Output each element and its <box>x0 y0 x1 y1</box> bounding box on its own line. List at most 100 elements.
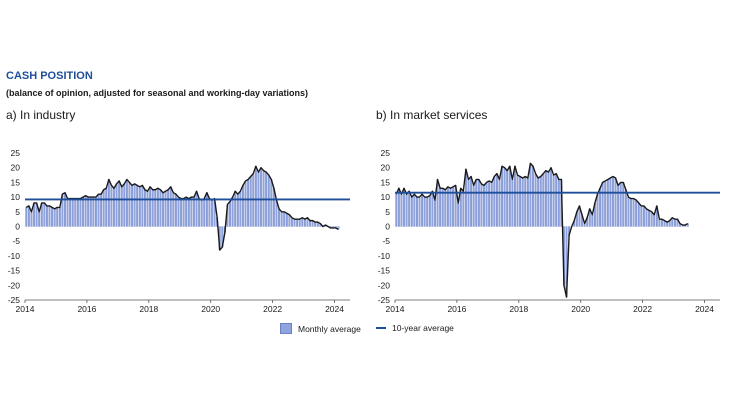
bar <box>167 189 170 227</box>
bar <box>477 179 480 227</box>
bar <box>120 186 123 227</box>
bar <box>288 214 291 227</box>
legend-average-label: 10-year average <box>392 323 454 333</box>
bar <box>444 189 447 227</box>
bar <box>79 198 82 227</box>
panel-title-industry: a) In industry <box>6 108 76 122</box>
bar <box>247 179 250 227</box>
bar <box>244 180 247 227</box>
bar <box>185 196 188 227</box>
bar <box>410 196 413 227</box>
bar <box>205 192 208 227</box>
bar <box>309 220 311 227</box>
bar <box>239 191 242 227</box>
bar <box>260 167 262 227</box>
bar <box>555 173 558 227</box>
bar <box>193 196 195 227</box>
bar <box>519 176 522 227</box>
bar <box>650 211 653 227</box>
chart-title: CASH POSITION <box>6 70 93 82</box>
y-tick-label: -15 <box>378 266 391 276</box>
bar <box>110 185 113 227</box>
bar <box>501 166 503 227</box>
bar <box>416 196 418 227</box>
x-tick-label: 2022 <box>263 304 282 314</box>
bar <box>159 189 162 227</box>
bar <box>144 189 146 227</box>
bar <box>490 182 493 227</box>
bar <box>234 191 237 227</box>
bar <box>56 207 59 227</box>
bar <box>601 182 604 227</box>
bar <box>128 182 131 227</box>
x-tick-label: 2014 <box>16 304 35 314</box>
bar <box>58 207 61 227</box>
bar <box>190 196 193 227</box>
bar <box>403 188 405 227</box>
bar <box>622 182 625 227</box>
bar <box>642 205 645 227</box>
bar <box>449 188 452 227</box>
y-tick-label: -10 <box>378 251 391 261</box>
bar <box>495 173 498 227</box>
bar <box>529 163 532 227</box>
bar <box>198 198 201 227</box>
bar <box>182 198 185 227</box>
bar <box>534 173 537 227</box>
bar <box>291 217 293 227</box>
bar <box>653 214 656 227</box>
bar <box>557 179 560 227</box>
bar <box>614 177 617 227</box>
bar <box>141 185 144 227</box>
bar <box>397 188 400 227</box>
bar <box>637 202 640 227</box>
y-tick-label: -15 <box>8 266 21 276</box>
bar <box>136 185 139 227</box>
bar <box>66 198 69 227</box>
y-tick-label: 15 <box>11 177 21 187</box>
x-tick-label: 2020 <box>571 304 590 314</box>
y-tick-label: 5 <box>15 207 20 217</box>
bar <box>421 194 424 227</box>
bar <box>30 211 33 227</box>
x-tick-label: 2016 <box>447 304 466 314</box>
bar <box>303 219 306 227</box>
bar <box>285 213 288 227</box>
bar <box>102 189 105 227</box>
bar <box>485 182 488 227</box>
bar <box>337 226 340 230</box>
bar <box>609 177 612 227</box>
bar <box>249 176 252 227</box>
bar <box>673 219 676 227</box>
bar <box>293 219 296 227</box>
bar <box>413 194 416 227</box>
bar <box>539 176 542 227</box>
bar <box>431 191 434 227</box>
bar <box>619 182 622 227</box>
bar <box>508 166 511 227</box>
bar <box>395 194 398 227</box>
bar <box>418 196 421 227</box>
bar <box>526 177 529 227</box>
y-tick-label: -5 <box>382 236 390 246</box>
bar <box>280 211 283 227</box>
bar <box>537 177 540 227</box>
bar <box>229 201 231 227</box>
y-tick-label: 15 <box>381 177 391 187</box>
bar <box>488 180 491 227</box>
bar <box>107 179 110 227</box>
bar <box>457 202 460 227</box>
legend-monthly-label: Monthly average <box>298 323 361 334</box>
bar <box>27 205 30 227</box>
bar <box>483 185 485 227</box>
legend-line-swatch <box>376 327 386 329</box>
bar <box>627 196 630 227</box>
bar <box>131 185 133 227</box>
legend-average: 10-year average <box>376 323 454 333</box>
panel-title-services: b) In market services <box>376 108 488 122</box>
x-tick-label: 2014 <box>386 304 405 314</box>
bar <box>532 166 534 227</box>
monthly-line <box>395 162 689 298</box>
bar <box>617 185 620 227</box>
bar <box>254 166 257 227</box>
